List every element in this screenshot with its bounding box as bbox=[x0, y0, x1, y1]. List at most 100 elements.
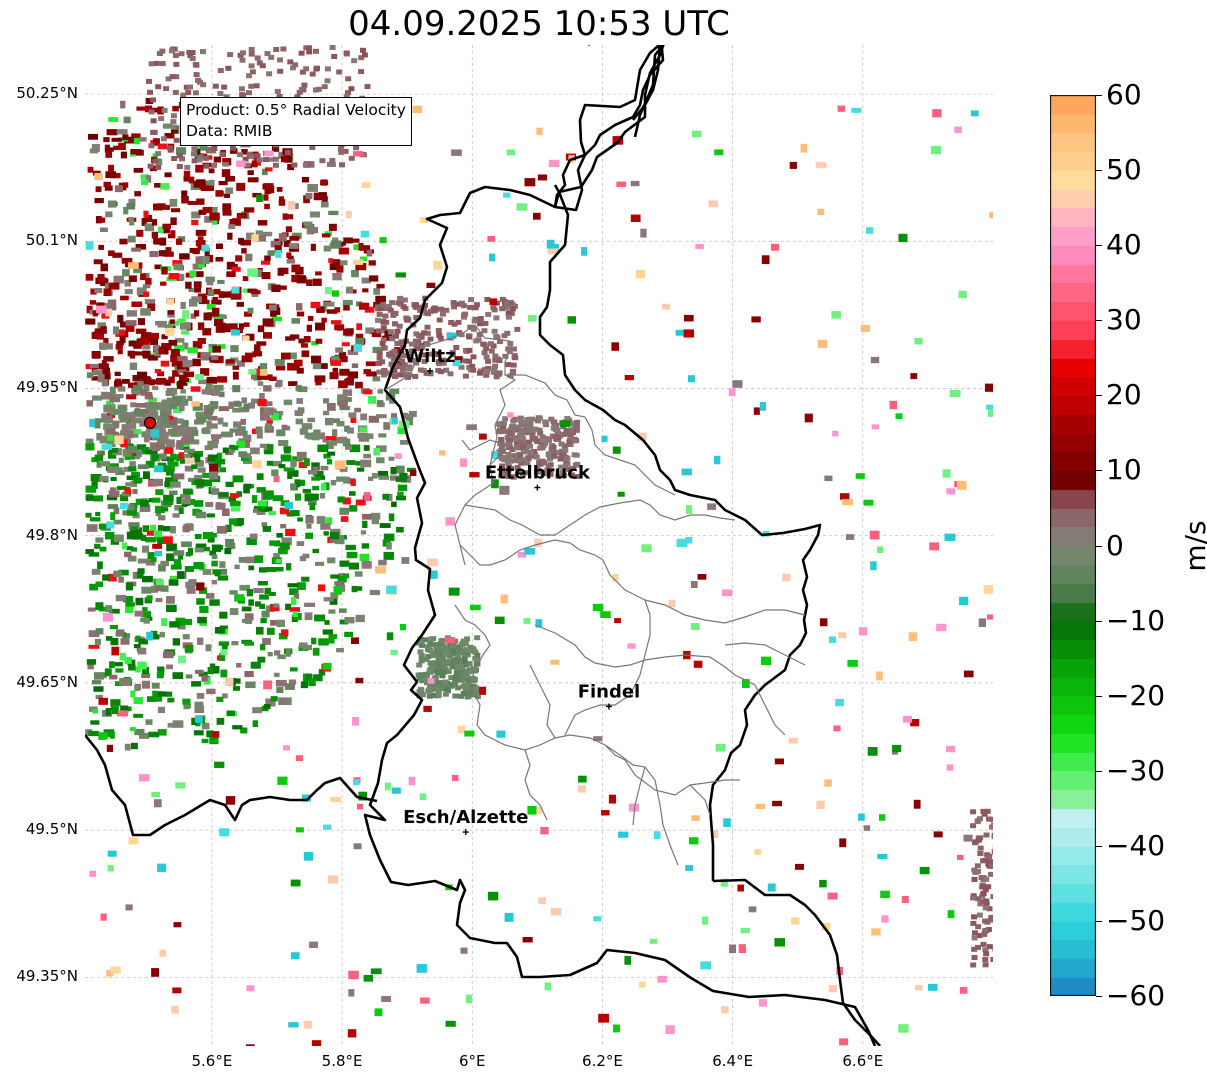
echo-cell bbox=[614, 618, 621, 624]
echo-cell bbox=[413, 331, 420, 337]
echo-cell bbox=[308, 470, 318, 475]
echo-cell bbox=[296, 367, 304, 374]
echo-cell bbox=[170, 349, 180, 356]
echo-cell bbox=[199, 605, 209, 614]
echo-cell bbox=[983, 901, 990, 907]
echo-cell bbox=[434, 668, 441, 674]
echo-cell bbox=[180, 92, 187, 98]
echo-cell bbox=[422, 302, 429, 308]
echo-cell bbox=[193, 72, 200, 78]
echo-cell bbox=[263, 157, 269, 162]
echo-cell bbox=[879, 814, 886, 821]
echo-cell bbox=[328, 258, 334, 263]
echo-cell bbox=[125, 320, 137, 327]
echo-cell bbox=[96, 333, 105, 340]
echo-cell bbox=[170, 113, 177, 119]
echo-cell bbox=[988, 864, 993, 869]
echo-cell bbox=[220, 669, 228, 678]
echo-cell bbox=[307, 417, 316, 423]
echo-cell bbox=[156, 431, 166, 438]
echo-cell bbox=[257, 381, 264, 386]
echo-cell bbox=[164, 204, 171, 210]
echo-cell bbox=[351, 269, 359, 278]
echo-cell bbox=[418, 672, 425, 678]
echo-cell bbox=[742, 679, 750, 689]
echo-cell bbox=[358, 69, 365, 75]
echo-cell bbox=[173, 61, 180, 67]
echo-cell bbox=[163, 465, 170, 472]
echo-cell bbox=[176, 381, 184, 390]
echo-cell bbox=[330, 358, 342, 366]
echo-cell bbox=[417, 367, 424, 373]
product-info-box: Product: 0.5° Radial Velocity Data: RMIB bbox=[180, 97, 412, 146]
echo-cell bbox=[128, 837, 139, 845]
echo-cell bbox=[192, 90, 199, 96]
echo-cell bbox=[128, 466, 137, 472]
echo-cell bbox=[624, 375, 635, 381]
echo-cell bbox=[162, 123, 173, 129]
echo-cell bbox=[470, 647, 477, 652]
echo-cell bbox=[197, 467, 206, 473]
echo-cell bbox=[453, 345, 460, 350]
echo-cell bbox=[302, 553, 310, 559]
echo-cell bbox=[163, 86, 170, 92]
echo-cell bbox=[320, 465, 329, 471]
echo-cell bbox=[257, 375, 268, 380]
city-wiltz[interactable]: Wiltz bbox=[404, 346, 456, 374]
echo-cell bbox=[291, 318, 301, 324]
echo-cell bbox=[89, 870, 96, 877]
echo-cell bbox=[454, 356, 463, 364]
echo-cell bbox=[297, 582, 306, 590]
echo-cell bbox=[419, 678, 426, 684]
city-ettelbruck[interactable]: Ettelbruck bbox=[485, 463, 591, 491]
radar-site-icon[interactable] bbox=[143, 416, 157, 429]
echo-cell bbox=[286, 258, 296, 264]
echo-cell bbox=[344, 631, 354, 637]
echo-cell bbox=[91, 568, 101, 575]
echo-cell bbox=[983, 898, 990, 904]
echo-cell bbox=[288, 470, 299, 477]
echo-cell bbox=[177, 356, 188, 361]
echo-cell bbox=[889, 400, 898, 410]
echo-cell bbox=[992, 946, 993, 952]
city-findel[interactable]: Findel bbox=[578, 681, 641, 710]
echo-cell bbox=[111, 646, 120, 656]
echo-cell bbox=[483, 354, 490, 360]
map-panel[interactable]: Wiltz Ettelbruck Findel Esch/Alzette Produc… bbox=[85, 45, 993, 1046]
echo-cell bbox=[248, 565, 255, 571]
echo-cell bbox=[288, 381, 298, 386]
echo-cell bbox=[154, 379, 165, 385]
radar-map[interactable]: Wiltz Ettelbruck Findel Esch/Alzette bbox=[85, 45, 993, 1046]
echo-cell bbox=[418, 688, 425, 694]
echo-cell bbox=[520, 436, 527, 442]
echo-cell bbox=[551, 422, 558, 428]
canton-line bbox=[461, 439, 506, 466]
echo-cell bbox=[863, 499, 874, 506]
echo-cell bbox=[121, 379, 130, 384]
echo-cell bbox=[316, 195, 328, 201]
city-esch-alzette[interactable]: Esch/Alzette bbox=[403, 807, 528, 836]
echo-cell bbox=[691, 581, 698, 588]
echo-cell bbox=[539, 469, 546, 475]
echo-cell bbox=[469, 666, 476, 672]
echo-cell bbox=[160, 428, 166, 434]
echo-cell bbox=[98, 217, 106, 223]
echo-cell bbox=[200, 368, 210, 376]
echo-cell bbox=[194, 148, 201, 156]
echo-cell bbox=[200, 82, 207, 88]
echo-cell bbox=[365, 327, 375, 334]
echo-cell bbox=[247, 268, 258, 277]
echo-cell bbox=[382, 493, 389, 500]
echo-cell bbox=[128, 421, 137, 430]
echo-cell bbox=[214, 761, 225, 768]
echo-cell bbox=[157, 320, 167, 328]
echo-cell bbox=[989, 211, 993, 219]
echo-cell bbox=[306, 324, 312, 332]
echo-cell bbox=[222, 203, 232, 211]
echo-cell bbox=[112, 326, 120, 335]
echo-cell bbox=[97, 374, 105, 383]
echo-cell bbox=[130, 690, 136, 698]
echo-cell bbox=[187, 395, 193, 402]
echo-cell bbox=[158, 438, 164, 446]
echo-cell bbox=[121, 439, 128, 448]
